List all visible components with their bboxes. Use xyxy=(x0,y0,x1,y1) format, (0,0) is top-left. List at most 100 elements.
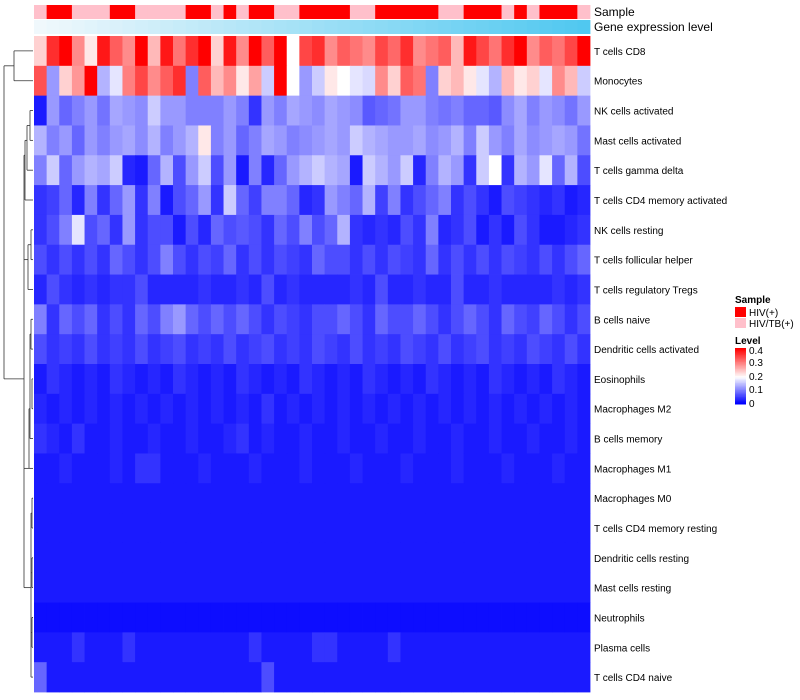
heatmap-cell xyxy=(173,304,187,335)
heatmap-cell xyxy=(135,304,149,335)
heatmap-cell xyxy=(337,334,351,365)
heatmap-cell xyxy=(299,483,313,514)
expression-annotation-cell xyxy=(46,20,60,34)
heatmap-cell xyxy=(210,513,224,544)
heatmap-cell xyxy=(312,632,326,663)
heatmap-cell xyxy=(147,185,161,216)
heatmap-cell xyxy=(46,453,60,484)
heatmap-cell xyxy=(173,95,187,126)
heatmap-cell xyxy=(312,364,326,395)
heatmap-cell xyxy=(349,513,363,544)
heatmap-cell xyxy=(425,36,439,67)
level-colorbar xyxy=(735,348,746,405)
heatmap-cell xyxy=(552,364,566,395)
heatmap-cell xyxy=(438,274,452,305)
heatmap-cell xyxy=(564,632,578,663)
heatmap-cell xyxy=(413,632,427,663)
heatmap-cell xyxy=(375,453,389,484)
heatmap-cell xyxy=(463,244,477,275)
heatmap-cell xyxy=(387,572,401,603)
heatmap-cell xyxy=(438,393,452,425)
heatmap-cell xyxy=(413,304,427,335)
heatmap-cell xyxy=(463,662,477,693)
heatmap-cell xyxy=(97,632,111,663)
heatmap-cell xyxy=(539,65,553,97)
heatmap-cell xyxy=(46,214,60,246)
heatmap-cell xyxy=(59,214,73,246)
heatmap-cell xyxy=(476,36,490,67)
sample-annotation-cell xyxy=(59,5,73,19)
heatmap-cell xyxy=(274,423,288,454)
heatmap-cell xyxy=(236,334,250,365)
heatmap-cell xyxy=(185,36,199,67)
sample-annotation-cell xyxy=(400,5,414,19)
heatmap-cell xyxy=(362,244,376,275)
sample-annotation-cell xyxy=(122,5,136,19)
heatmap-cell xyxy=(185,125,199,156)
colorbar-step xyxy=(735,356,746,359)
heatmap-cell xyxy=(261,662,275,693)
sample-annotation-cell xyxy=(173,5,187,19)
heatmap-cell xyxy=(84,513,98,544)
heatmap-cell xyxy=(274,632,288,663)
heatmap-cell xyxy=(488,423,502,454)
heatmap-cell xyxy=(413,393,427,425)
heatmap-cell xyxy=(438,364,452,395)
heatmap-cell xyxy=(413,423,427,454)
heatmap-cell xyxy=(349,423,363,454)
heatmap-cell xyxy=(312,244,326,275)
heatmap-cell xyxy=(514,572,528,603)
heatmap-cell xyxy=(514,423,528,454)
sample-annotation-cell xyxy=(312,5,326,19)
row-labels: T cells CD8 Monocytes NK cells activated Ma… xyxy=(594,47,727,684)
heatmap-cell xyxy=(577,36,591,67)
heatmap-cell xyxy=(135,334,149,365)
heatmap-cell xyxy=(476,602,490,633)
heatmap-cell xyxy=(501,483,515,514)
heatmap-cell xyxy=(122,36,136,67)
legend-label-hivtb: HIV/TB(+) xyxy=(749,319,794,330)
heatmap-cell xyxy=(71,572,85,603)
heatmap-cell xyxy=(501,632,515,663)
expression-annotation-cell xyxy=(501,20,515,34)
colorbar-step xyxy=(735,352,746,355)
heatmap-cell xyxy=(210,214,224,246)
heatmap-cell xyxy=(286,36,300,67)
legend-title-level: Level xyxy=(735,336,761,347)
heatmap-cell xyxy=(286,244,300,275)
heatmap-cell xyxy=(577,453,591,484)
heatmap-cell xyxy=(425,542,439,574)
heatmap-cell xyxy=(312,95,326,126)
heatmap-cell xyxy=(400,453,414,484)
heatmap-cell xyxy=(84,214,98,246)
row-label: T cells CD8 xyxy=(594,47,646,58)
heatmap-cell xyxy=(425,393,439,425)
heatmap-cell xyxy=(274,364,288,395)
heatmap-cell xyxy=(147,36,161,67)
heatmap-cell xyxy=(488,364,502,395)
heatmap-cell xyxy=(274,125,288,156)
heatmap-cell xyxy=(413,244,427,275)
sample-annotation-cell xyxy=(210,5,224,19)
colorbar-step xyxy=(735,355,746,357)
heatmap-cell xyxy=(198,95,212,126)
heatmap-cell xyxy=(122,155,136,186)
heatmap-cell xyxy=(84,662,98,693)
heatmap-cell xyxy=(438,334,452,365)
heatmap-cell xyxy=(59,542,73,574)
heatmap-cell xyxy=(451,334,465,365)
heatmap-cell xyxy=(413,155,427,186)
heatmap-cell xyxy=(476,95,490,126)
heatmap-cell xyxy=(400,95,414,126)
sample-annotation-cell xyxy=(46,5,60,19)
heatmap-cell xyxy=(248,483,262,514)
heatmap-cell xyxy=(526,274,540,305)
expression-annotation-cell xyxy=(122,20,136,34)
colorbar-step xyxy=(735,401,746,404)
heatmap-cell xyxy=(577,662,591,693)
heatmap-cell xyxy=(488,65,502,97)
sample-annotation-cell xyxy=(476,5,490,19)
heatmap-cell xyxy=(564,513,578,544)
heatmap-cell xyxy=(223,662,237,693)
sample-annotation-cell xyxy=(34,5,48,19)
